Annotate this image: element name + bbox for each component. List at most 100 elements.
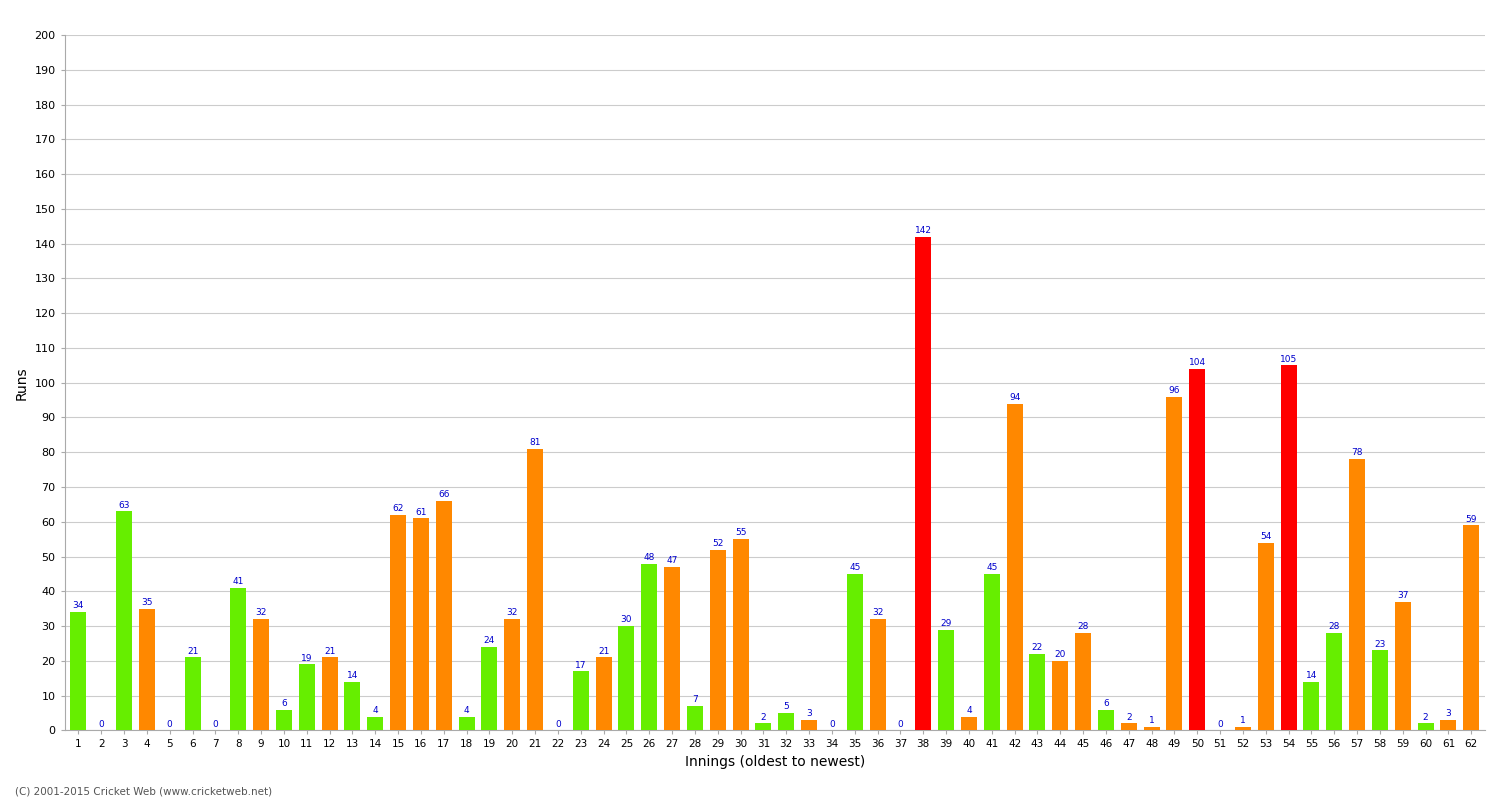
Text: 48: 48 [644,553,656,562]
Bar [756,723,771,730]
Text: 63: 63 [118,501,130,510]
Text: 3: 3 [806,710,812,718]
Text: 94: 94 [1010,393,1020,402]
Text: 47: 47 [666,556,678,566]
Bar [1053,661,1068,730]
Text: 142: 142 [915,226,932,235]
Bar [1258,542,1274,730]
Text: 45: 45 [849,563,861,572]
Text: 37: 37 [1396,591,1408,600]
Bar [1464,526,1479,730]
Bar [1234,727,1251,730]
Bar [70,612,87,730]
Text: 34: 34 [72,602,84,610]
Bar [1098,710,1114,730]
Bar [298,664,315,730]
Text: 4: 4 [966,706,972,714]
Bar [1120,723,1137,730]
Bar [1076,633,1090,730]
Text: 23: 23 [1374,640,1386,649]
Text: 32: 32 [507,609,518,618]
Bar [413,518,429,730]
Bar [276,710,292,730]
Text: 35: 35 [141,598,153,607]
Text: 0: 0 [1216,720,1222,729]
Text: 0: 0 [897,720,903,729]
Text: 24: 24 [484,636,495,646]
Text: 96: 96 [1168,386,1180,395]
Bar [870,619,885,730]
Bar [345,682,360,730]
Bar [1418,723,1434,730]
Text: 22: 22 [1032,643,1042,652]
Bar [140,609,154,730]
Text: 30: 30 [621,615,632,624]
Bar [984,574,1000,730]
Text: 6: 6 [1102,699,1108,708]
Text: 29: 29 [940,619,952,628]
Text: 14: 14 [346,671,358,680]
Text: 1: 1 [1149,716,1155,726]
Text: 19: 19 [302,654,312,662]
Text: 21: 21 [188,646,198,656]
Bar [1281,366,1296,730]
Text: 0: 0 [99,720,104,729]
Text: 28: 28 [1329,622,1340,631]
Text: 6: 6 [280,699,286,708]
Text: 59: 59 [1466,514,1478,523]
Bar [321,658,338,730]
Text: 3: 3 [1446,710,1452,718]
Text: 52: 52 [712,539,723,548]
Bar [482,647,498,730]
Text: 21: 21 [324,646,336,656]
Bar [368,717,382,730]
Bar [962,717,976,730]
Text: 28: 28 [1077,622,1089,631]
Text: 20: 20 [1054,650,1066,659]
Text: 17: 17 [574,661,586,670]
Bar [1007,403,1023,730]
Bar [1143,727,1160,730]
Text: 1: 1 [1240,716,1246,726]
Bar [184,658,201,730]
Text: 0: 0 [555,720,561,729]
Bar [915,237,932,730]
Bar [1304,682,1320,730]
Bar [642,563,657,730]
Text: 2: 2 [760,713,766,722]
Bar [1395,602,1411,730]
Bar [596,658,612,730]
Bar [1029,654,1045,730]
Bar [526,449,543,730]
Bar [573,671,590,730]
Text: 2: 2 [1126,713,1131,722]
Bar [1372,650,1388,730]
Bar [687,706,703,730]
Text: 0: 0 [166,720,172,729]
Bar [664,567,680,730]
Text: 45: 45 [986,563,998,572]
Text: 4: 4 [372,706,378,714]
Text: 55: 55 [735,529,747,538]
Text: 2: 2 [1424,713,1428,722]
Text: 66: 66 [438,490,450,499]
Bar [801,720,818,730]
Bar [618,626,634,730]
Bar [710,550,726,730]
Bar [847,574,862,730]
Text: 0: 0 [830,720,836,729]
Text: (C) 2001-2015 Cricket Web (www.cricketweb.net): (C) 2001-2015 Cricket Web (www.cricketwe… [15,786,272,796]
Text: 7: 7 [692,695,698,704]
Bar [231,588,246,730]
Text: 105: 105 [1280,354,1298,363]
Bar [254,619,268,730]
Text: 0: 0 [213,720,219,729]
Bar [436,501,451,730]
Text: 104: 104 [1188,358,1206,367]
Bar [1326,633,1342,730]
Text: 32: 32 [871,609,883,618]
Bar [504,619,520,730]
Bar [1167,397,1182,730]
Text: 81: 81 [530,438,542,447]
Bar [116,511,132,730]
